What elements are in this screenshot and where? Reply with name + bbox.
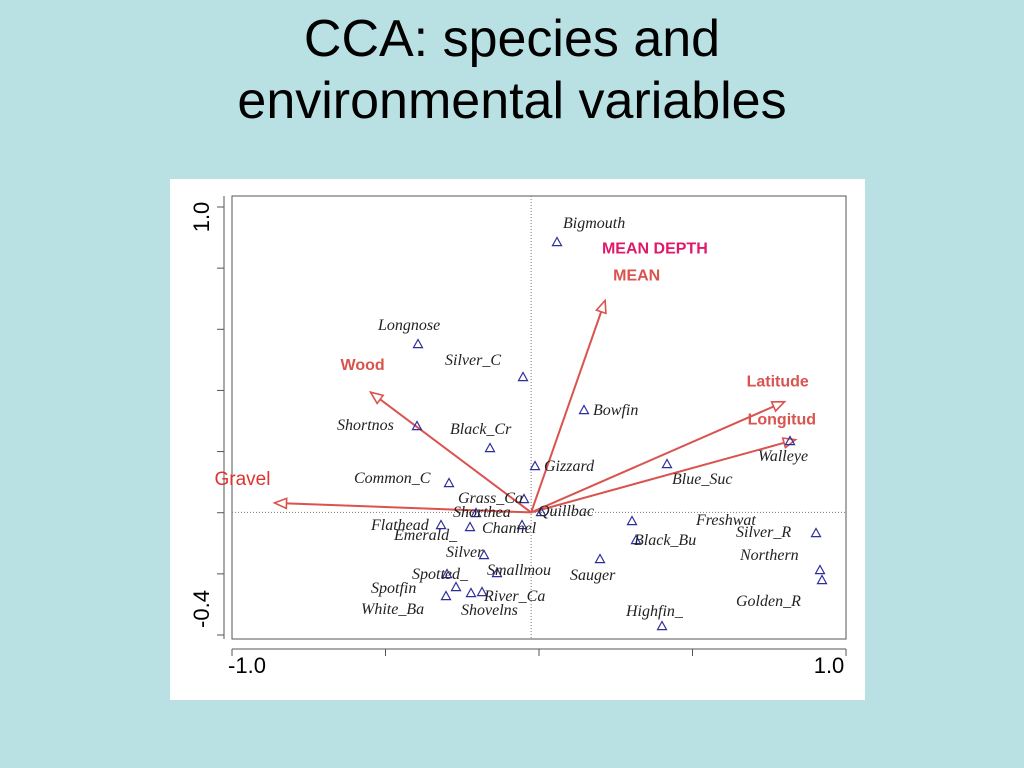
- species-label-sauger: Sauger: [570, 567, 616, 584]
- species-label-walleye: Walleye: [758, 448, 808, 465]
- env-label-mean-depth: MEAN DEPTH: [602, 241, 708, 258]
- species-marker: [814, 564, 826, 575]
- env-arrowhead: [272, 497, 288, 510]
- species-label-gizzard: Gizzard: [544, 458, 595, 475]
- species-marker: [784, 435, 796, 446]
- species-label-shorthea: Shorthea: [453, 504, 511, 521]
- species-labels: Bigmouth Longnose Silver_C Bowfin Black_Cr Sh…: [337, 215, 808, 620]
- species-marker: [441, 568, 453, 579]
- y-tick-label-max: -0.4: [189, 590, 214, 628]
- species-marker: [578, 404, 590, 415]
- species-label-common-c: Common_C: [354, 470, 431, 487]
- species-marker: [656, 620, 668, 631]
- species-label-silver-r: Silver_R: [736, 524, 791, 541]
- x-tick-label-min: -1.0: [228, 653, 266, 678]
- y-tick-label-min: 1.0: [189, 202, 214, 233]
- env-arrowhead: [770, 400, 787, 413]
- species-marker: [465, 587, 477, 598]
- species-marker: [661, 458, 673, 469]
- species-label-longnose: Longnose: [377, 317, 440, 334]
- species-marker: [412, 338, 424, 349]
- species-marker: [478, 549, 490, 560]
- species-label-spotted-: Spotted_: [412, 566, 469, 583]
- species-marker: [518, 493, 530, 504]
- species-label-highfin-: Highfin_: [625, 603, 684, 620]
- env-arrow-gravel: [286, 502, 532, 514]
- species-label-emerald-: Emerald_: [393, 527, 458, 544]
- species-marker: [517, 371, 529, 382]
- x-tick-label-max: 1.0: [814, 653, 845, 678]
- species-label-spotfin: Spotfin: [371, 580, 416, 597]
- species-label-channel: Channel: [482, 520, 537, 537]
- species-label-flathead: Flathead: [370, 517, 430, 534]
- species-label-silver-c: Silver_C: [445, 352, 501, 369]
- species-label-golden-r: Golden_R: [736, 593, 801, 610]
- species-marker: [594, 553, 606, 564]
- title-line-2: environmental variables: [237, 72, 787, 130]
- title-line-1: CCA: species and: [303, 10, 721, 68]
- slide-title: CCA: species and environmental variables: [0, 8, 1024, 132]
- env-label-gravel: Gravel: [215, 469, 271, 490]
- species-label-bowfin: Bowfin: [593, 402, 638, 419]
- env-labels: MEAN DEPTH MEAN Wood Latitude Longitud Gravel: [215, 241, 817, 490]
- species-marker: [516, 519, 528, 530]
- species-marker: [810, 527, 822, 538]
- env-arrowhead: [368, 390, 385, 405]
- species-marker: [450, 581, 462, 592]
- env-arrow-mean: [530, 311, 603, 513]
- env-label-longitud: Longitud: [748, 412, 816, 429]
- env-label-wood: Wood: [341, 357, 385, 374]
- species-marker: [476, 586, 488, 597]
- env-arrow-wood: [379, 398, 532, 514]
- species-marker: [411, 420, 423, 431]
- species-marker: [816, 574, 828, 585]
- species-label-northern: Northern: [739, 547, 799, 564]
- env-label-mean: MEAN: [613, 267, 660, 284]
- species-marker: [491, 567, 503, 578]
- species-label-river-ca: River_Ca: [483, 588, 545, 605]
- species-marker: [529, 460, 541, 471]
- species-marker: [435, 519, 447, 530]
- species-marker: [535, 506, 547, 517]
- species-marker: [470, 507, 482, 518]
- env-arrow-longitud: [530, 441, 785, 514]
- species-label-blue-suc: Blue_Suc: [672, 471, 732, 488]
- species-label-black-bu: Black_Bu: [634, 532, 696, 549]
- species-label-shortnos: Shortnos: [337, 417, 394, 434]
- species-label-shovelns: Shovelns: [461, 602, 518, 619]
- species-marker: [484, 442, 496, 453]
- env-arrow-latitude: [530, 405, 775, 514]
- species-label-black-cr: Black_Cr: [450, 421, 512, 438]
- species-marker: [440, 590, 452, 601]
- species-marker: [551, 236, 563, 247]
- species-label-freshwat: Freshwat: [695, 512, 756, 529]
- zero-lines: [232, 196, 846, 639]
- axis-ticks: [217, 206, 847, 656]
- cca-biplot: -1.0 1.0 -0.4 1.0 Bigmouth Longnose Silver…: [189, 195, 847, 678]
- species-markers: [411, 236, 828, 631]
- species-marker: [464, 521, 476, 532]
- env-arrowhead: [595, 298, 607, 315]
- species-label-quillbac: Quillbac: [538, 503, 594, 520]
- species-label-grass-ca: Grass_Ca: [458, 490, 523, 507]
- species-label-white-ba: White_Ba: [361, 601, 424, 618]
- species-label-bigmouth: Bigmouth: [563, 215, 625, 232]
- plot-frame: [231, 195, 847, 640]
- chart-panel: -1.0 1.0 -0.4 1.0 Bigmouth Longnose Silver…: [170, 179, 865, 700]
- species-marker: [630, 534, 642, 545]
- species-marker: [443, 477, 455, 488]
- env-arrows: [272, 298, 798, 514]
- species-marker: [626, 515, 638, 526]
- species-label-smallmou: Smallmou: [487, 562, 551, 579]
- species-label-silver: Silver: [446, 544, 484, 561]
- env-label-latitude: Latitude: [747, 374, 809, 391]
